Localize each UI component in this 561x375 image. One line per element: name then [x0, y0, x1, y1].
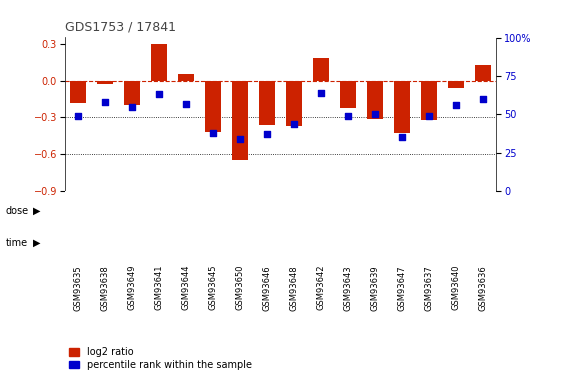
Bar	[65, 196, 254, 225]
Text: time: time	[6, 238, 27, 248]
Text: 12 h: 12 h	[283, 238, 305, 248]
Bar	[340, 81, 356, 108]
Bar	[307, 228, 361, 257]
Bar	[361, 228, 416, 257]
Bar	[259, 81, 275, 125]
Text: 12 h: 12 h	[431, 238, 453, 248]
Bar	[205, 81, 221, 132]
Bar	[200, 228, 254, 257]
Text: 24 h: 24 h	[472, 238, 494, 248]
Point	[370, 111, 379, 117]
Point	[209, 130, 218, 136]
Point	[289, 121, 298, 127]
Text: dose: dose	[6, 206, 29, 216]
Point	[479, 96, 488, 102]
Text: 0 h: 0 h	[97, 238, 113, 248]
Point	[73, 113, 82, 119]
Bar	[394, 81, 410, 134]
Text: 0.5 h: 0.5 h	[322, 238, 347, 248]
Bar	[70, 81, 86, 103]
Text: GDS1753 / 17841: GDS1753 / 17841	[65, 21, 176, 34]
Bar	[254, 196, 307, 225]
Bar	[307, 196, 496, 225]
Bar	[124, 81, 140, 105]
Point	[452, 102, 461, 108]
Bar	[475, 64, 491, 81]
Point	[398, 135, 407, 141]
Bar	[280, 228, 307, 257]
Point	[236, 136, 245, 142]
Point	[316, 90, 325, 96]
Text: control: control	[142, 206, 176, 216]
Legend: log2 ratio, percentile rank within the sample: log2 ratio, percentile rank within the s…	[70, 347, 252, 370]
Point	[343, 113, 352, 119]
Bar	[416, 228, 470, 257]
Bar	[145, 228, 200, 257]
Point	[127, 104, 136, 110]
Text: 2 h: 2 h	[259, 238, 275, 248]
Point	[425, 113, 434, 119]
Bar	[97, 81, 113, 84]
Bar	[470, 228, 496, 257]
Bar	[421, 81, 437, 120]
Text: 100 ng per
ml: 100 ng per ml	[254, 200, 307, 222]
Bar	[178, 74, 194, 81]
Bar	[151, 44, 167, 81]
Bar	[254, 228, 280, 257]
Text: ▶: ▶	[33, 238, 40, 248]
Point	[263, 131, 272, 137]
Bar	[286, 81, 302, 126]
Bar	[448, 81, 464, 88]
Point	[100, 99, 109, 105]
Text: 24 h: 24 h	[215, 238, 237, 248]
Text: 2 h: 2 h	[381, 238, 396, 248]
Text: 1 ug per ml: 1 ug per ml	[374, 206, 430, 216]
Text: 12 h: 12 h	[162, 238, 183, 248]
Text: ▶: ▶	[33, 206, 40, 216]
Bar	[313, 58, 329, 81]
Bar	[65, 228, 145, 257]
Bar	[232, 81, 248, 160]
Point	[182, 100, 191, 106]
Point	[154, 92, 163, 98]
Bar	[367, 81, 383, 118]
